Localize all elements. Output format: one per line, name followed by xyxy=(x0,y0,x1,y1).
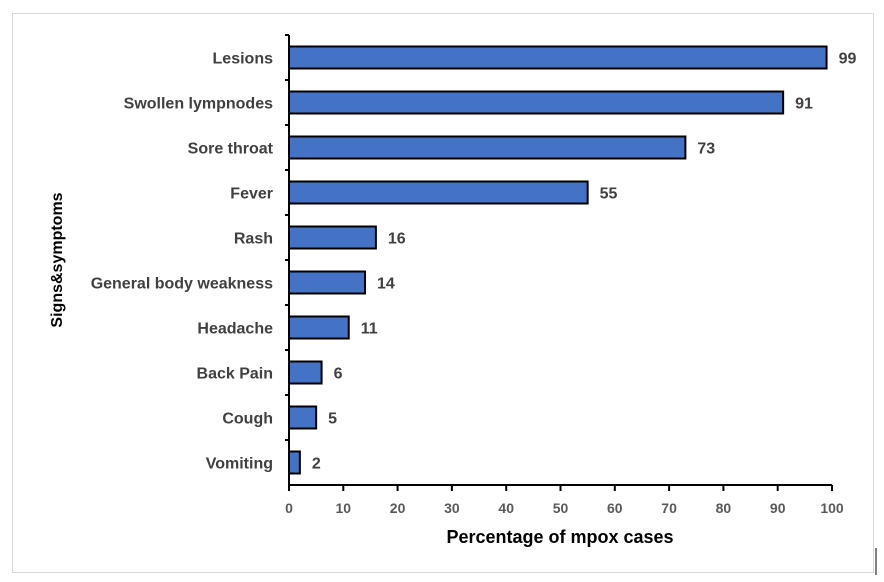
data-label: 5 xyxy=(328,411,337,428)
x-tick-label: 100 xyxy=(820,500,844,516)
data-label: 99 xyxy=(839,51,857,68)
x-tick-label: 10 xyxy=(336,500,352,516)
bar xyxy=(288,135,687,160)
data-label: 91 xyxy=(795,96,813,113)
chart-frame xyxy=(12,13,874,573)
x-tick-label: 70 xyxy=(661,500,677,516)
bar xyxy=(288,315,350,340)
bar xyxy=(288,180,589,205)
category-label: Sore throat xyxy=(188,141,274,158)
bar xyxy=(288,270,367,295)
bar xyxy=(288,225,377,250)
category-label: Back Pain xyxy=(197,366,273,383)
y-axis-title: Signs&symptoms xyxy=(49,192,66,327)
bar xyxy=(288,90,785,115)
category-label: Swollen lympnodes xyxy=(124,96,273,113)
category-label: General body weakness xyxy=(91,276,273,293)
x-tick-label: 80 xyxy=(716,500,732,516)
x-tick-label: 0 xyxy=(285,500,293,516)
data-label: 73 xyxy=(697,141,715,158)
data-label: 11 xyxy=(361,321,378,338)
data-label: 6 xyxy=(334,366,343,383)
x-tick-label: 30 xyxy=(444,500,460,516)
bar xyxy=(288,450,301,475)
data-label: 2 xyxy=(312,456,321,473)
x-axis-title: Percentage of mpox cases xyxy=(446,527,673,547)
x-tick-label: 50 xyxy=(553,500,569,516)
category-label: Vomiting xyxy=(206,456,273,473)
x-tick-label: 90 xyxy=(770,500,786,516)
category-label: Rash xyxy=(234,231,273,248)
data-label: 55 xyxy=(600,186,618,203)
data-label: 16 xyxy=(388,231,406,248)
x-tick-label: 60 xyxy=(607,500,623,516)
x-tick-label: 20 xyxy=(390,500,406,516)
data-label: 14 xyxy=(377,276,395,293)
category-label: Cough xyxy=(222,411,273,428)
category-label: Fever xyxy=(230,186,273,203)
x-tick-label: 40 xyxy=(498,500,514,516)
bar xyxy=(288,360,323,385)
bar xyxy=(288,45,828,70)
category-label: Headache xyxy=(197,321,273,338)
category-label: Lesions xyxy=(213,51,274,68)
bar xyxy=(288,405,318,430)
